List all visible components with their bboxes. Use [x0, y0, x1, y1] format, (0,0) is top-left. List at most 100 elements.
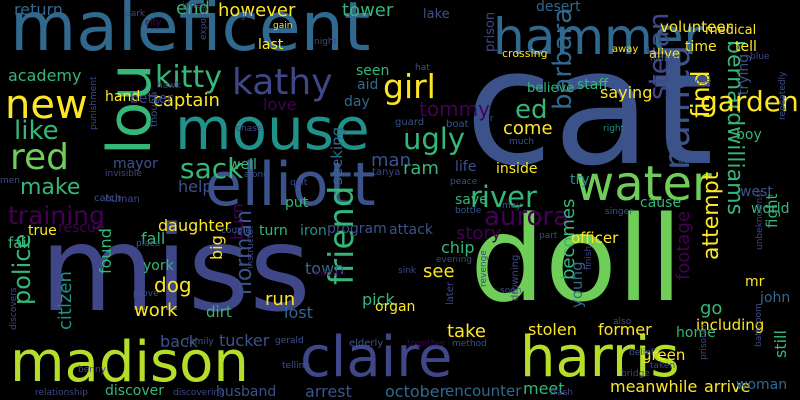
word-believe: believe [527, 81, 575, 96]
word-kitty: kitty [155, 60, 222, 95]
word-kathy: kathy [232, 62, 333, 103]
word-dirt: dirt [206, 303, 232, 321]
word-red: red [10, 137, 70, 178]
word-city: city [145, 18, 162, 28]
word-fail: fail [8, 234, 31, 252]
word-go: go [700, 298, 723, 319]
word-tanya: tanya [372, 167, 401, 178]
word-dr: dr [484, 114, 494, 124]
word-though: though [149, 91, 160, 127]
word-attempt: attempt [699, 171, 724, 260]
word-elliott: elliott [205, 150, 376, 220]
word-girl: girl [383, 67, 436, 106]
word-repeatedly: repeatedly [778, 71, 788, 120]
word-ram: ram [403, 158, 439, 179]
word-true: true [28, 223, 57, 239]
word-claire: claire [300, 325, 453, 390]
word-peace: peace [450, 177, 478, 187]
word-cat: cat [465, 14, 714, 201]
word-hand: hand [105, 89, 141, 105]
word-gerald: gerald [275, 336, 304, 346]
word-bridge: bridge [621, 369, 650, 379]
word-maleficent: maleficent [10, 0, 371, 67]
word-ed: ed [515, 95, 548, 125]
word-home: home [676, 325, 716, 341]
word-hiding: hiding [650, 54, 678, 64]
word-life: life [455, 159, 477, 175]
word-river: river [470, 180, 537, 214]
word-medical: medical [705, 23, 757, 38]
word-prove: prove [133, 289, 159, 299]
word-make: make [20, 175, 81, 200]
word-elderly: elderly [349, 338, 384, 349]
word-prisoner: prisoner [699, 322, 709, 360]
word-sink: sink [398, 266, 417, 276]
word-tommy: tommy [419, 97, 490, 121]
word-john: john [760, 290, 791, 306]
word-part: part [539, 231, 558, 241]
word-arrive: arrive [704, 377, 751, 396]
word-however: however [218, 0, 296, 21]
word-better: better [130, 91, 173, 107]
word-drowning: drowning [510, 254, 521, 301]
word-harris: harris [520, 325, 680, 390]
word-taken: taken [650, 361, 676, 371]
word-miss: miss [40, 200, 311, 338]
word-revenge: revenge [479, 250, 489, 287]
word-fall: fall [141, 229, 166, 248]
word-take: take [447, 321, 486, 342]
word-come: come [503, 118, 553, 139]
word-found: found [96, 228, 115, 274]
word-woman: woman [736, 377, 788, 393]
word-chase: chase [236, 124, 263, 134]
word-expose: expose [199, 7, 209, 40]
word-telling: telling [282, 361, 310, 371]
word-man: man [371, 150, 411, 171]
word-hammer: hammer [493, 8, 705, 66]
word-seen: seen [356, 63, 390, 79]
word-story: story [456, 223, 502, 244]
word-well: well [229, 157, 257, 173]
word-hawk: hawk [157, 81, 181, 91]
word-put: put [285, 195, 309, 211]
word-relationship: relationship [35, 388, 88, 398]
word-return: return [14, 0, 63, 19]
word-ugly: ugly [403, 122, 466, 156]
word-cause: cause [640, 195, 682, 211]
word-tucker: tucker [219, 331, 270, 350]
word-desert: desert [536, 0, 581, 15]
word-york: york [143, 258, 174, 274]
word-invisible: invisible [105, 169, 142, 179]
word-captain: captain [153, 90, 220, 111]
word-new: new [5, 82, 88, 128]
word-evening: evening [436, 255, 473, 265]
word-end: end [176, 0, 210, 19]
word-citizen: citizen [55, 271, 76, 330]
word-blue: blue [750, 52, 770, 62]
word-iron: iron [300, 223, 327, 239]
word-much: much [509, 137, 535, 147]
word-gain: gain [273, 21, 293, 31]
word-also: also [613, 317, 632, 327]
word-attack: attack [389, 222, 433, 238]
word-town: town [305, 259, 345, 278]
word-staff: staff [577, 77, 609, 93]
word-trying: trying [736, 53, 752, 95]
word-water: water [575, 156, 712, 212]
word-green: green [642, 346, 686, 364]
word-seeking: seeking [328, 126, 346, 185]
word-human: human [105, 194, 140, 205]
word-mr: mr [745, 274, 765, 290]
word-encounter: encounter [445, 382, 522, 400]
word-madison: madison [10, 330, 249, 395]
word-doll: doll [470, 190, 683, 328]
word-saying: saying [600, 83, 653, 102]
word-fight: fight [763, 193, 781, 228]
word-together: together [407, 339, 446, 349]
word-along: along [244, 170, 269, 180]
word-boat: boat [446, 119, 469, 130]
word-save: save [455, 192, 488, 208]
word-big: big [207, 235, 226, 260]
word-discovering: discovering [173, 388, 225, 398]
word-program: program [327, 221, 387, 237]
